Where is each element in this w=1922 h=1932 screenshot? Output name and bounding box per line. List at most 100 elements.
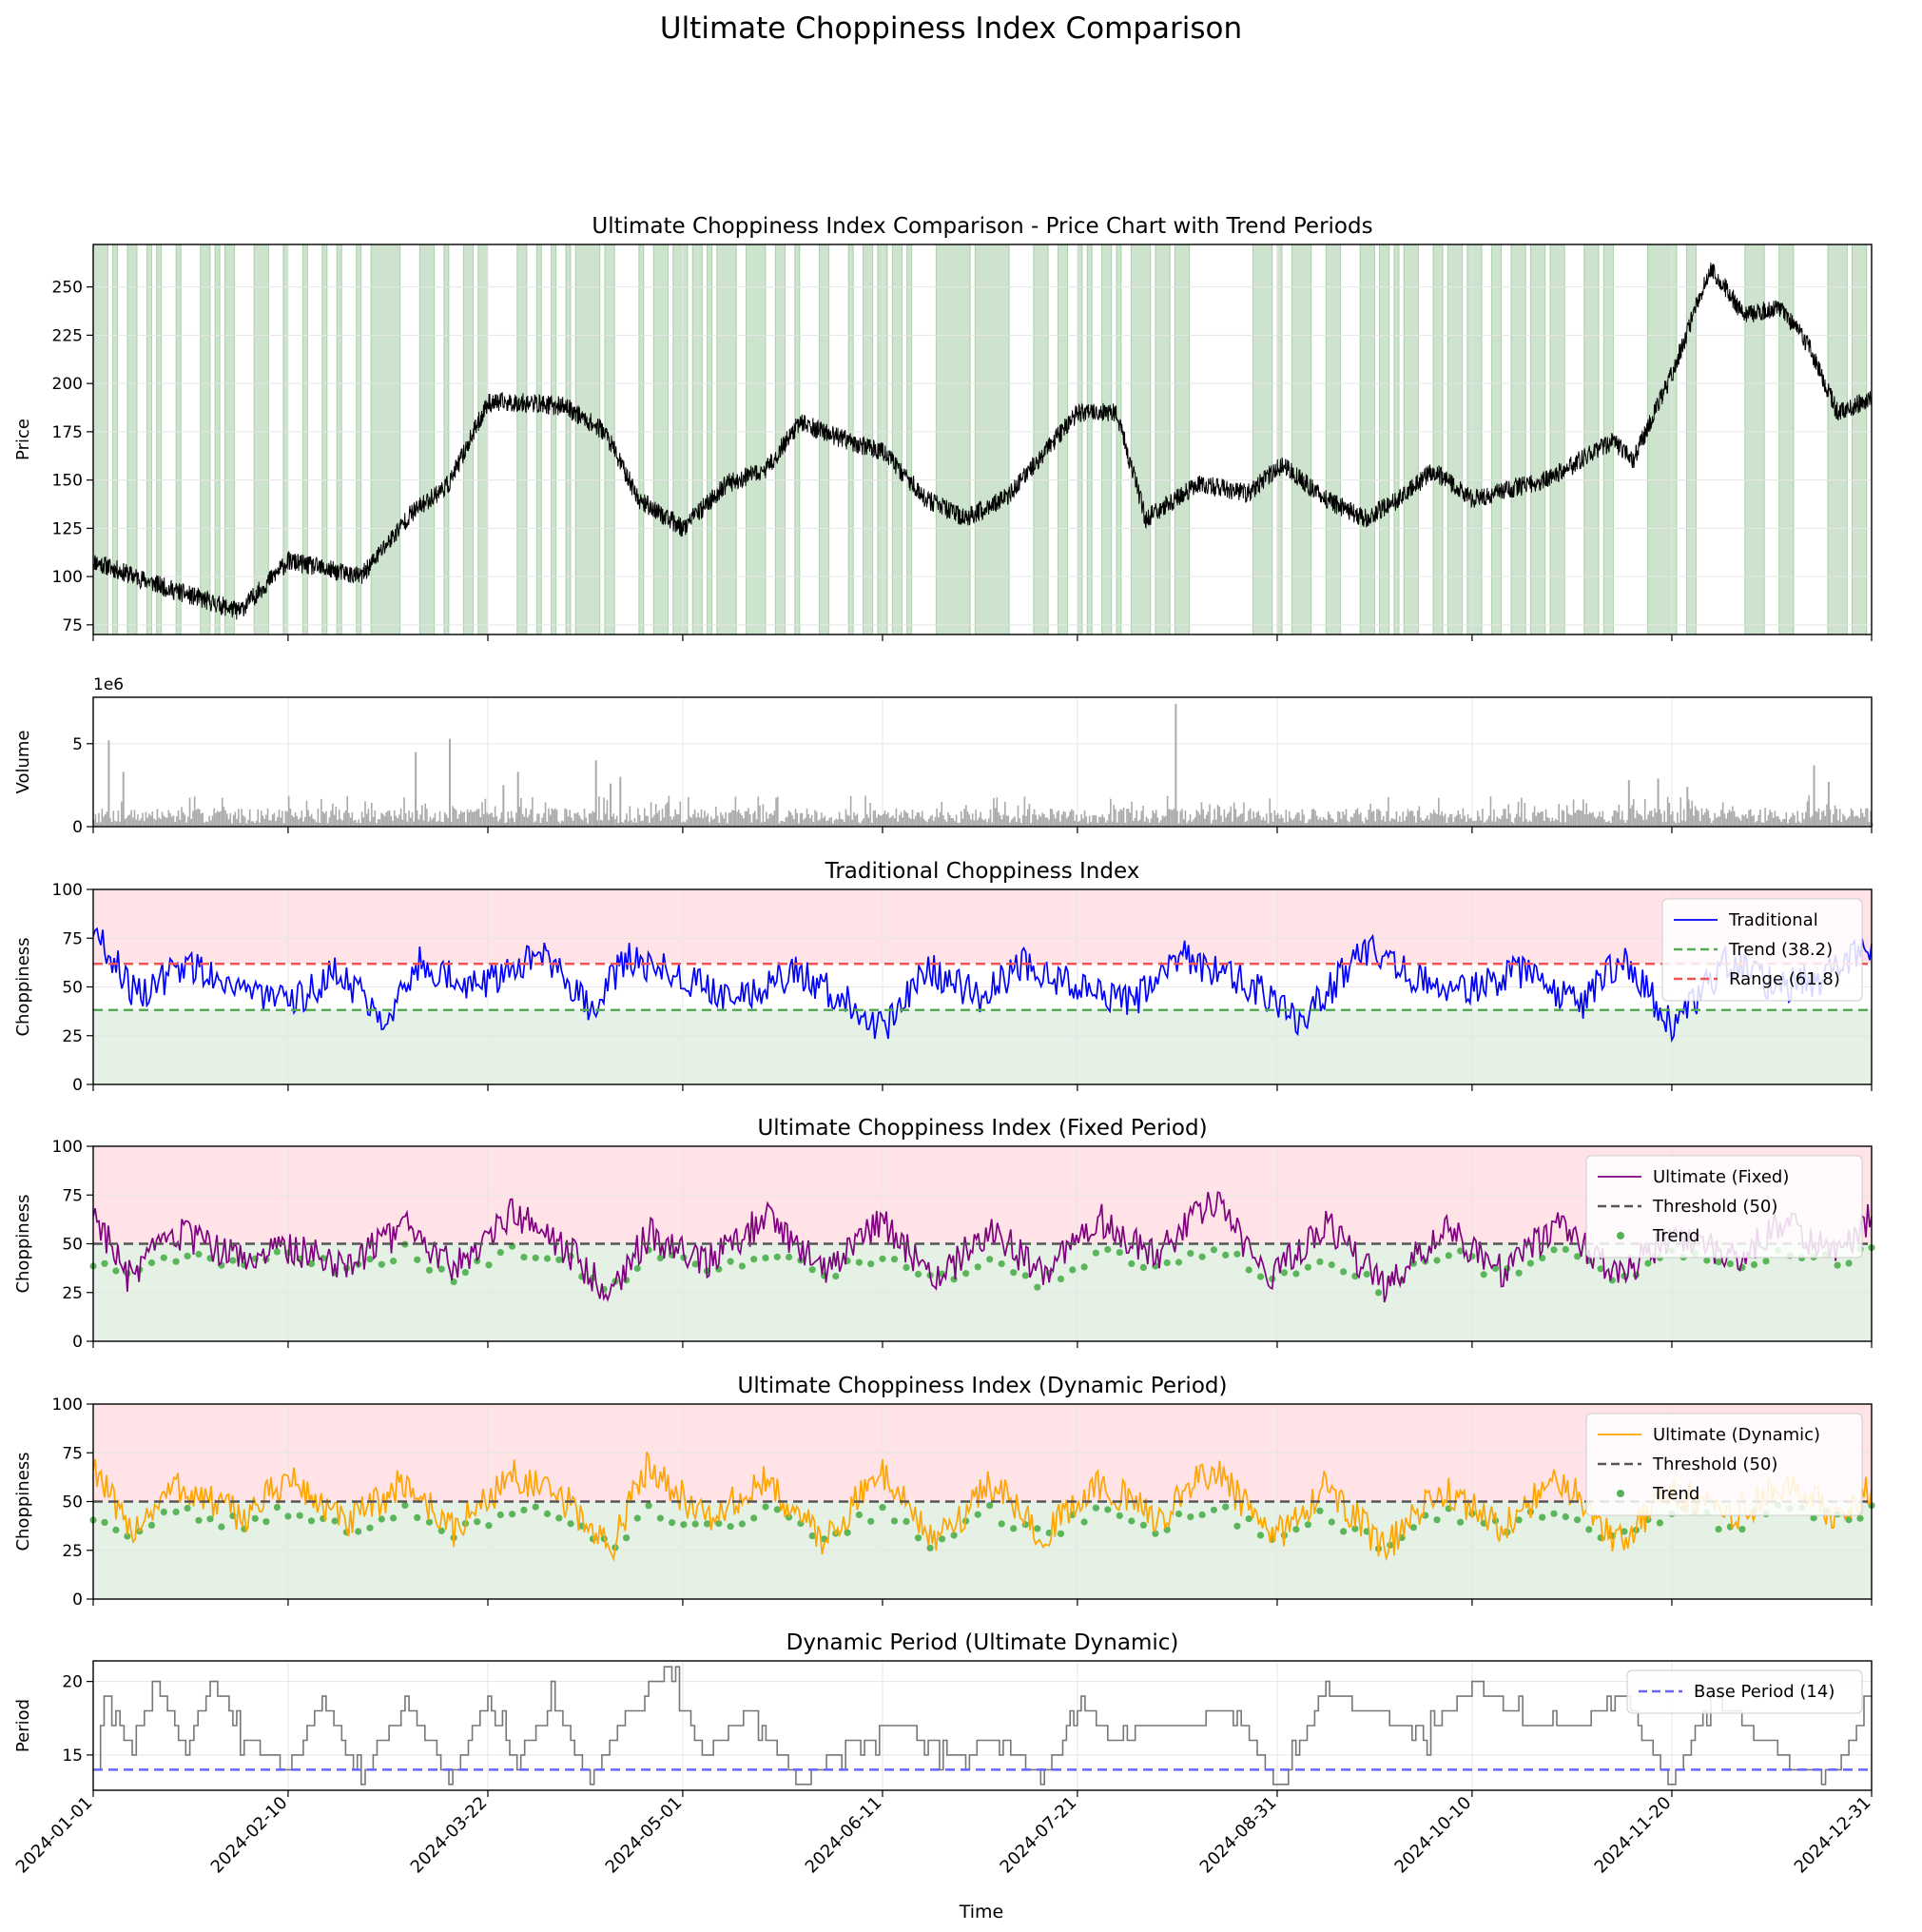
volume-bar	[1721, 802, 1724, 827]
volume-bar	[1407, 809, 1409, 827]
y-offset-label: 1e6	[93, 675, 124, 694]
trend-span-5	[175, 244, 182, 635]
volume-bar	[1498, 818, 1500, 827]
volume-bar	[491, 812, 494, 827]
volume-bar	[294, 811, 297, 827]
volume-bar	[1317, 819, 1320, 827]
volume-bar	[401, 819, 404, 827]
trend-marker	[727, 1258, 734, 1265]
volume-bar	[1444, 813, 1446, 827]
volume-bar	[1849, 815, 1851, 827]
volume-bar	[1138, 819, 1141, 827]
volume-bar	[1000, 819, 1003, 827]
volume-bar	[1293, 818, 1295, 827]
trend-marker	[1738, 1526, 1746, 1533]
trend-marker	[1597, 1265, 1604, 1273]
volume-bar	[1767, 814, 1770, 827]
volume-bar	[1769, 810, 1772, 827]
volume-bar	[234, 811, 237, 827]
volume-bar	[1610, 823, 1612, 827]
volume-bar	[762, 804, 765, 827]
trend-marker	[1010, 1525, 1018, 1532]
volume-bar	[766, 811, 767, 827]
volume-bar	[755, 819, 758, 827]
volume-bar	[569, 810, 571, 827]
trend-marker	[986, 1256, 994, 1263]
volume-bar	[1093, 815, 1096, 827]
trend-span-30	[707, 244, 713, 635]
x-tick-label: 2024-07-21	[997, 1793, 1081, 1878]
volume-bar	[580, 818, 582, 827]
volume-bar	[1126, 809, 1128, 827]
volume-bar	[1776, 816, 1777, 827]
volume-bar	[456, 818, 459, 827]
y-axis-label: Period	[13, 1699, 33, 1752]
volume-bar	[938, 817, 940, 827]
volume-bar	[939, 811, 942, 827]
volume-bar	[160, 818, 162, 827]
volume-bar	[809, 818, 811, 827]
volume-bar	[369, 821, 371, 827]
trend-marker	[160, 1254, 167, 1261]
volume-bar	[1544, 809, 1547, 827]
volume-bar	[271, 814, 274, 827]
volume-bar	[654, 804, 657, 827]
volume-bar	[603, 797, 605, 827]
volume-bar	[1808, 795, 1810, 827]
volume-bar	[1259, 815, 1261, 827]
volume-bar	[1792, 812, 1794, 827]
volume-bar	[1220, 815, 1222, 827]
y-tick-label: 5	[72, 735, 83, 754]
legend-box	[1585, 1155, 1863, 1259]
volume-bar	[631, 820, 632, 827]
volume-bar	[817, 820, 820, 827]
volume-bar	[287, 795, 290, 827]
volume-bar	[204, 822, 205, 827]
trend-marker	[1550, 1246, 1558, 1254]
trend-marker	[1363, 1270, 1370, 1278]
volume-bar	[587, 823, 589, 827]
volume-bar	[1122, 808, 1125, 827]
volume-bar	[539, 823, 542, 827]
trend-marker	[555, 1514, 563, 1522]
volume-bar	[1158, 822, 1160, 827]
trend-marker	[1515, 1516, 1523, 1524]
volume-bar	[1815, 810, 1816, 827]
volume-bar	[1310, 809, 1313, 827]
volume-bar	[1005, 815, 1008, 827]
volume-bar	[1098, 816, 1100, 827]
volume-bar	[1376, 809, 1378, 827]
volume-bar	[266, 809, 269, 827]
volume-bar	[1053, 814, 1055, 827]
volume-bar	[1390, 818, 1393, 827]
trend-marker	[1845, 1259, 1853, 1267]
volume-bar	[978, 817, 980, 827]
volume-bar	[1661, 822, 1664, 827]
volume-bar	[1085, 816, 1088, 827]
volume-bar	[1448, 813, 1451, 827]
volume-bar	[1360, 812, 1362, 827]
volume-bar	[787, 810, 790, 827]
volume-bar	[1010, 819, 1013, 827]
volume-bar	[254, 822, 256, 827]
volume-bar	[447, 817, 449, 827]
volume-bar	[968, 814, 971, 827]
volume-bar	[481, 802, 483, 827]
volume-bar	[227, 819, 230, 827]
volume-bar	[1486, 819, 1488, 827]
volume-bar	[1443, 815, 1445, 827]
volume-bar	[337, 819, 339, 827]
volume-bar	[344, 810, 347, 827]
volume-bar	[436, 821, 437, 827]
volume-bar	[1642, 820, 1644, 827]
trend-marker	[1233, 1522, 1241, 1530]
trend-marker	[1328, 1518, 1335, 1526]
x-tick-label: 2024-08-31	[1196, 1793, 1281, 1878]
volume-bar	[282, 810, 283, 827]
legend-label: Traditional	[1728, 910, 1818, 930]
volume-bar	[1252, 811, 1254, 827]
volume-bar	[1294, 814, 1297, 827]
volume-bar	[952, 818, 955, 827]
volume-bar	[1332, 819, 1334, 827]
